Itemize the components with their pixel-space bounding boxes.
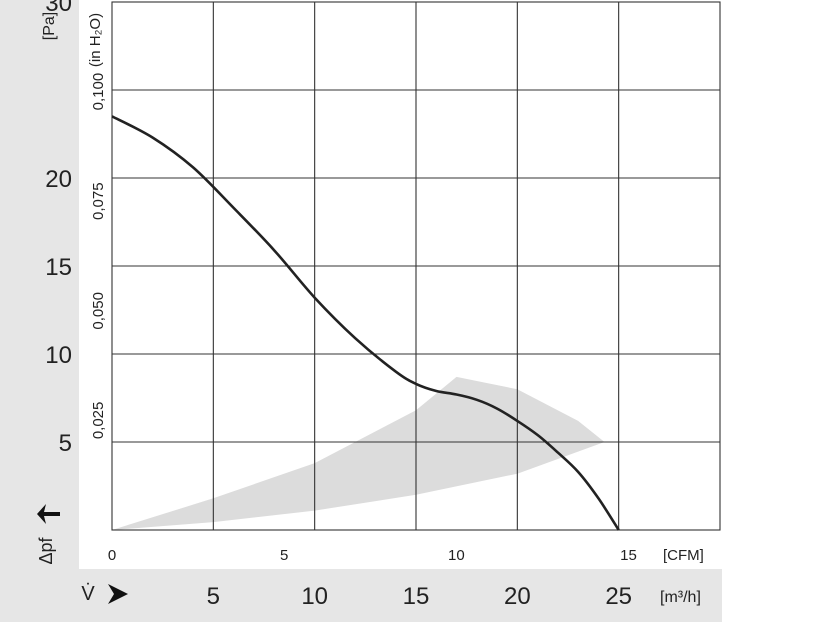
y-arrow-icon [37,504,60,524]
inh2o-unit-label: (in H₂O) [87,13,104,67]
operating-region [112,376,605,530]
characteristic-curve [111,115,620,531]
cfm-ticks: 0 5 10 15 [108,547,637,564]
cfm-tick-label: 5 [280,547,288,564]
m3h-tick-label: 10 [301,583,328,610]
y-axis-band [0,0,79,622]
inh2o-tick-label: 0,025 [90,402,107,440]
inh2o-tick-label: 0,100 [90,73,107,111]
m3h-tick-label: 5 [207,583,220,610]
y-symbol: Δpf [36,536,56,564]
cfm-tick-label: 10 [448,547,465,564]
inh2o-ticks: 0,100 0,075 0,050 0,025 [90,73,107,439]
cfm-unit-label: [CFM] [663,547,704,564]
pa-ticks: 30 20 15 10 5 [45,0,72,457]
cfm-tick-label: 0 [108,547,116,564]
cfm-tick-label: 15 [620,547,637,564]
grid [111,1,721,531]
pa-tick-label: 15 [45,254,72,281]
inh2o-tick-label: 0,050 [90,292,107,330]
pa-tick-label: 20 [45,166,72,193]
pa-tick-label: 10 [45,342,72,369]
pa-tick-label: 30 [45,0,72,17]
m3h-unit-label: [m³/h] [660,589,701,606]
m3h-tick-label: 20 [504,583,531,610]
x-symbol: V̇ [81,583,95,605]
m3h-tick-label: 25 [605,583,632,610]
x-arrow-icon [108,584,128,604]
m3h-tick-label: 15 [403,583,430,610]
pa-unit-label: [Pa] [41,12,58,40]
pa-tick-label: 5 [59,430,72,457]
inh2o-tick-label: 0,075 [90,182,107,220]
m3h-ticks: 5 10 15 20 25 [207,583,632,610]
